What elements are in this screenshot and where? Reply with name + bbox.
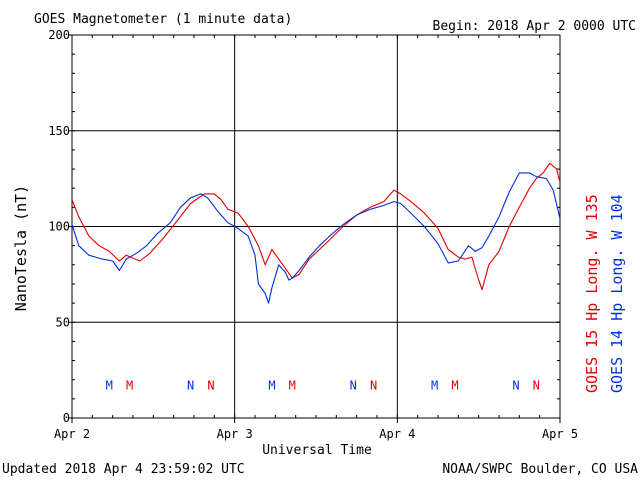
- noon-marker: N: [370, 378, 377, 392]
- midnight-marker: M: [268, 378, 275, 392]
- noon-marker: N: [187, 378, 194, 392]
- noon-marker: N: [350, 378, 357, 392]
- begin-label: Begin: 2018 Apr 2 0000 UTC: [433, 19, 637, 34]
- y-tick-label: 50: [56, 315, 70, 329]
- noon-marker: N: [207, 378, 214, 392]
- y-tick-label: 0: [63, 411, 70, 425]
- x-tick-label: Apr 2: [54, 427, 90, 441]
- y-tick-label: 100: [48, 220, 70, 234]
- midnight-marker: M: [126, 378, 133, 392]
- y-tick-label: 150: [48, 124, 70, 138]
- x-tick-label: Apr 5: [542, 427, 578, 441]
- legend-series-goes14: GOES 14 Hp Long. W 104: [608, 194, 626, 393]
- legend-series-goes15: GOES 15 Hp Long. W 135: [583, 194, 601, 393]
- midnight-marker: M: [451, 378, 458, 392]
- noon-marker: N: [512, 378, 519, 392]
- series-line-goes14: [71, 172, 561, 304]
- x-tick-label: Apr 4: [379, 427, 415, 441]
- y-tick-label: 200: [48, 28, 70, 42]
- y-axis-label: NanoTesla (nT): [12, 185, 30, 311]
- midnight-marker: M: [289, 378, 296, 392]
- updated-label: Updated 2018 Apr 4 23:59:02 UTC: [2, 462, 245, 477]
- midnight-marker: M: [106, 378, 113, 392]
- series-line-goes15: [71, 162, 561, 291]
- x-tick-label: Apr 3: [217, 427, 253, 441]
- x-axis-label: Universal Time: [262, 443, 372, 458]
- credit-label: NOAA/SWPC Boulder, CO USA: [442, 462, 638, 477]
- midnight-marker: M: [431, 378, 438, 392]
- noon-marker: N: [533, 378, 540, 392]
- chart-title: GOES Magnetometer (1 minute data): [34, 12, 292, 27]
